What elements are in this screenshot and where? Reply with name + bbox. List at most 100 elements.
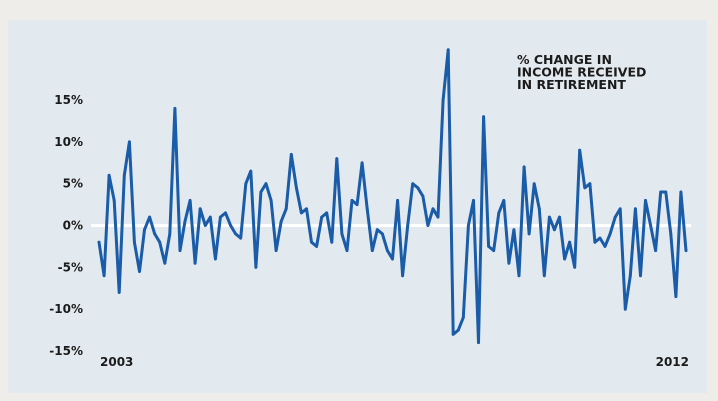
chart-title-line: % CHANGE IN: [517, 52, 612, 67]
data-point: [224, 211, 227, 215]
data-point: [679, 190, 683, 194]
series-line: [97, 48, 688, 345]
data-point: [654, 249, 657, 253]
data-point: [295, 186, 298, 190]
data-point: [684, 249, 688, 253]
data-point: [472, 199, 475, 202]
data-point: [183, 219, 187, 223]
chart-svg: 15% 10% 5% 0% -5% -10% -15% 2003 2012 % CHANGE…: [49, 48, 691, 369]
data-point: [158, 240, 162, 244]
data-point: [436, 215, 440, 219]
data-point: [320, 215, 324, 219]
data-point: [148, 215, 152, 219]
data-point: [244, 182, 248, 186]
chart-panel: 15% 10% 5% 0% -5% -10% -15% 2003 2012 % CHANGE…: [8, 20, 707, 393]
data-point: [381, 232, 384, 236]
data-point: [340, 232, 344, 236]
data-point: [553, 228, 556, 232]
data-point: [497, 211, 501, 215]
data-point: [603, 245, 607, 248]
y-tick-label: 15%: [54, 93, 83, 107]
y-tick-label: -5%: [58, 260, 83, 274]
data-point: [239, 236, 243, 240]
data-point: [300, 211, 303, 215]
data-point: [214, 257, 217, 261]
data-point: [568, 240, 571, 244]
data-point: [203, 224, 207, 227]
data-point: [537, 207, 541, 211]
data-point: [583, 186, 587, 190]
data-point: [178, 249, 182, 253]
data-point: [198, 207, 202, 211]
data-point: [350, 199, 354, 202]
data-point: [416, 186, 420, 190]
data-point: [315, 245, 318, 248]
data-point: [330, 240, 334, 244]
data-point: [305, 207, 308, 211]
data-point: [345, 249, 349, 253]
data-point: [487, 245, 490, 248]
data-point: [639, 274, 642, 278]
data-point: [502, 199, 506, 202]
data-point: [102, 274, 106, 278]
data-point: [97, 240, 101, 244]
data-point: [310, 240, 313, 244]
data-point: [168, 232, 172, 236]
data-point: [441, 98, 445, 102]
data-point: [254, 265, 258, 269]
data-point: [112, 199, 116, 202]
data-point: [138, 270, 141, 273]
data-point: [558, 215, 561, 219]
data-point: [588, 182, 592, 186]
x-end-label: 2012: [656, 355, 689, 369]
y-tick-label: -15%: [49, 344, 83, 358]
data-point: [219, 215, 222, 219]
data-point: [133, 240, 136, 244]
data-point: [542, 274, 546, 278]
data-point: [360, 161, 364, 165]
data-point: [618, 207, 622, 211]
data-point: [593, 240, 597, 244]
data-point: [548, 215, 551, 219]
data-point: [173, 107, 177, 110]
data-point: [163, 261, 167, 265]
data-point: [259, 190, 263, 194]
data-point: [396, 199, 399, 202]
data-point: [128, 140, 131, 144]
data-point: [532, 182, 536, 186]
data-point: [188, 199, 192, 202]
data-point: [461, 316, 465, 319]
data-points: [97, 48, 688, 344]
data-point: [249, 169, 253, 173]
data-point: [492, 249, 496, 253]
chart-title-line: INCOME RECEIVED: [517, 65, 646, 80]
data-point: [117, 291, 121, 294]
data-point: [269, 199, 273, 202]
data-point: [608, 232, 612, 236]
chart-title-line: IN RETIREMENT: [517, 77, 626, 92]
data-point: [522, 165, 526, 169]
data-point: [391, 257, 394, 261]
data-point: [467, 224, 470, 227]
data-point: [664, 190, 668, 194]
data-point: [644, 199, 647, 202]
data-point: [578, 148, 582, 152]
data-point: [563, 257, 566, 261]
data-point: [289, 153, 293, 156]
data-point: [370, 249, 374, 253]
data-point: [411, 182, 415, 186]
y-tick-label: 0%: [63, 219, 83, 233]
data-point: [477, 341, 480, 344]
data-point: [623, 307, 627, 311]
data-point: [628, 274, 632, 278]
data-point: [284, 207, 288, 211]
data-point: [674, 295, 678, 298]
y-axis-labels: 15% 10% 5% 0% -5% -10% -15%: [49, 93, 83, 358]
data-point: [527, 232, 531, 236]
data-point: [573, 265, 577, 269]
data-point: [426, 224, 430, 227]
data-point: [406, 224, 410, 227]
data-point: [649, 224, 652, 227]
data-point: [193, 261, 197, 265]
data-point: [208, 215, 212, 219]
